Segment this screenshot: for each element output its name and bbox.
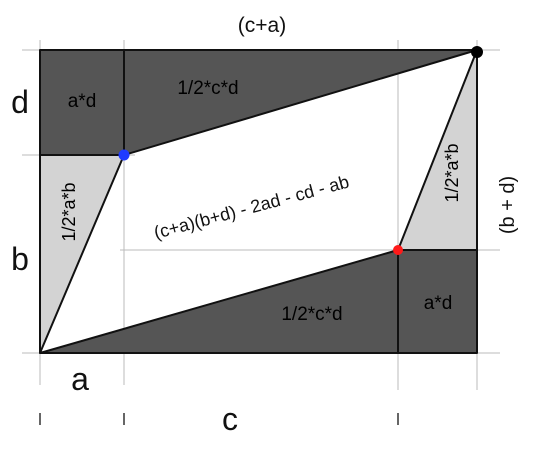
label-triangle-right: 1/2*a*b [442, 143, 462, 202]
label-top-length: (c+a) [238, 14, 286, 37]
blue-vertex-point [118, 149, 130, 161]
rect-top-left [40, 50, 124, 155]
label-b: b [11, 241, 29, 277]
dimension-ticks [39, 413, 399, 425]
label-triangle-top: 1/2*c*d [177, 78, 238, 99]
label-center-area: (c+a)(b+d) - 2ad - cd - ab [152, 172, 351, 243]
outer-rectangle [39, 49, 478, 354]
label-triangle-left: 1/2*a*b [59, 182, 79, 241]
label-right-length: (b + d) [497, 176, 519, 234]
label-rect-top-left: a*d [68, 91, 97, 112]
rect-bottom-right [398, 250, 477, 353]
label-d: d [11, 84, 29, 120]
label-a: a [71, 361, 89, 397]
label-triangle-bottom: 1/2*c*d [281, 304, 342, 325]
red-vertex-point [393, 245, 403, 255]
label-c: c [222, 401, 238, 437]
black-vertex-point [471, 46, 483, 58]
label-rect-bottom-right: a*d [424, 293, 453, 314]
